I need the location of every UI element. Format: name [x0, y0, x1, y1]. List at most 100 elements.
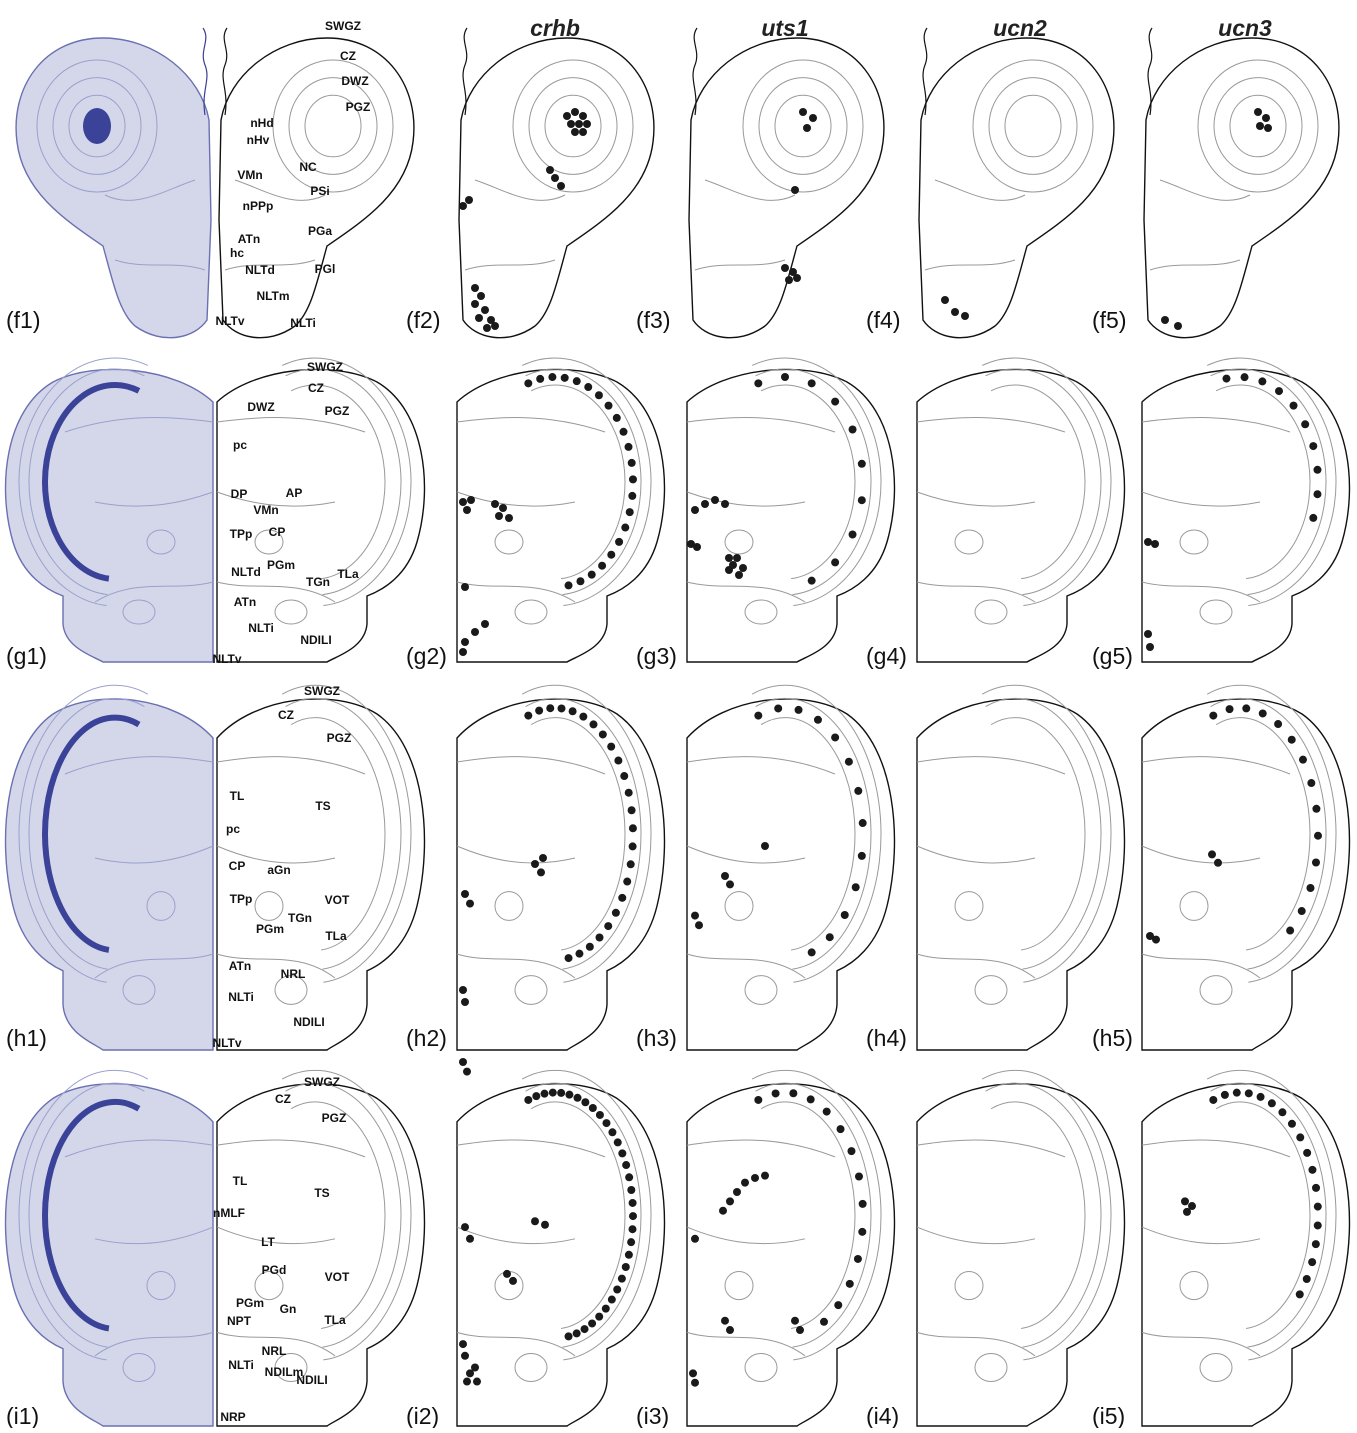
outline [687, 699, 894, 1050]
nerve [223, 28, 227, 115]
panel-label: (f1) [6, 307, 41, 333]
dot [1309, 514, 1317, 522]
dot [808, 379, 816, 387]
dot [491, 322, 499, 330]
outline [687, 369, 894, 662]
dot [463, 1378, 471, 1386]
dot [1233, 1089, 1241, 1097]
dot [461, 890, 469, 898]
column-header: ucn2 [993, 15, 1047, 41]
dot [558, 704, 566, 712]
dot [573, 377, 581, 385]
region-label: TL [230, 789, 245, 803]
dot [1241, 373, 1249, 381]
dot [541, 1221, 549, 1229]
dot [725, 566, 733, 574]
nissl-photo [6, 358, 213, 662]
dot [524, 379, 532, 387]
outline [917, 369, 1124, 662]
dot [565, 1332, 573, 1340]
dot [1301, 420, 1309, 428]
section-photo [6, 1084, 213, 1426]
dot [626, 508, 634, 516]
region-label: PGZ [325, 404, 350, 418]
dot [796, 1326, 804, 1334]
dot [1296, 1133, 1304, 1141]
panel-label: (i4) [866, 1403, 899, 1428]
region-label: Gn [280, 1302, 297, 1316]
dot [1183, 1208, 1191, 1216]
dot [627, 1186, 635, 1194]
dot [625, 789, 633, 797]
region-label: NDILI [300, 633, 331, 647]
dot [1221, 1091, 1229, 1099]
dot [602, 1119, 610, 1127]
dot [622, 1263, 630, 1271]
region-label: TGn [288, 911, 312, 925]
dot [471, 628, 479, 636]
dot [575, 120, 583, 128]
region-label: ATn [238, 232, 260, 246]
outline [1142, 1084, 1349, 1426]
dot [941, 296, 949, 304]
dot [628, 492, 636, 500]
dot [754, 379, 762, 387]
region-label: nPPp [243, 199, 274, 213]
dot [471, 284, 479, 292]
panel-label: (h1) [6, 1025, 47, 1051]
brain-section [457, 685, 664, 1050]
dot [711, 496, 719, 504]
dot [607, 743, 615, 751]
dot [1313, 490, 1321, 498]
region-label: NPT [227, 1314, 252, 1328]
region-label: NLTi [228, 990, 254, 1004]
dot [807, 1095, 815, 1103]
dot [531, 860, 539, 868]
dot [1268, 1099, 1276, 1107]
dot [831, 398, 839, 406]
region-label: TLa [324, 1313, 346, 1327]
dot [733, 1188, 741, 1196]
dot [608, 1128, 616, 1136]
dot [565, 581, 573, 589]
dot [849, 426, 857, 434]
dot [1306, 884, 1314, 892]
dot [459, 1340, 467, 1348]
dot [1307, 779, 1315, 787]
dot [537, 868, 545, 876]
region-label: NLTi [228, 1358, 254, 1372]
nerve [923, 28, 927, 115]
dot [461, 1223, 469, 1231]
dot [596, 1111, 604, 1119]
panel-label: (h4) [866, 1025, 907, 1051]
brain-section [917, 358, 1124, 662]
nissl-photo [16, 28, 211, 338]
region-label: NRL [262, 1344, 287, 1358]
stain-dark [83, 108, 111, 144]
dot [691, 506, 699, 514]
dot [808, 577, 816, 585]
dot [689, 1369, 697, 1377]
dot [620, 428, 628, 436]
dot [614, 1138, 622, 1146]
dot [859, 1200, 867, 1208]
dot [1146, 643, 1154, 651]
region-label: TL [233, 1174, 248, 1188]
dot [1299, 756, 1307, 764]
dot [1259, 709, 1267, 717]
dot [599, 730, 607, 738]
dot [613, 1285, 621, 1293]
dot [551, 174, 559, 182]
dot [837, 1125, 845, 1133]
brain-section [457, 358, 664, 662]
dot [1254, 108, 1262, 116]
dot [461, 638, 469, 646]
dot [561, 374, 569, 382]
dot [823, 1108, 831, 1116]
dot [1286, 927, 1294, 935]
region-label: TPp [230, 527, 253, 541]
dot [858, 852, 866, 860]
region-label: NLTd [231, 565, 261, 579]
dot [1174, 322, 1182, 330]
section-photo [6, 369, 213, 662]
